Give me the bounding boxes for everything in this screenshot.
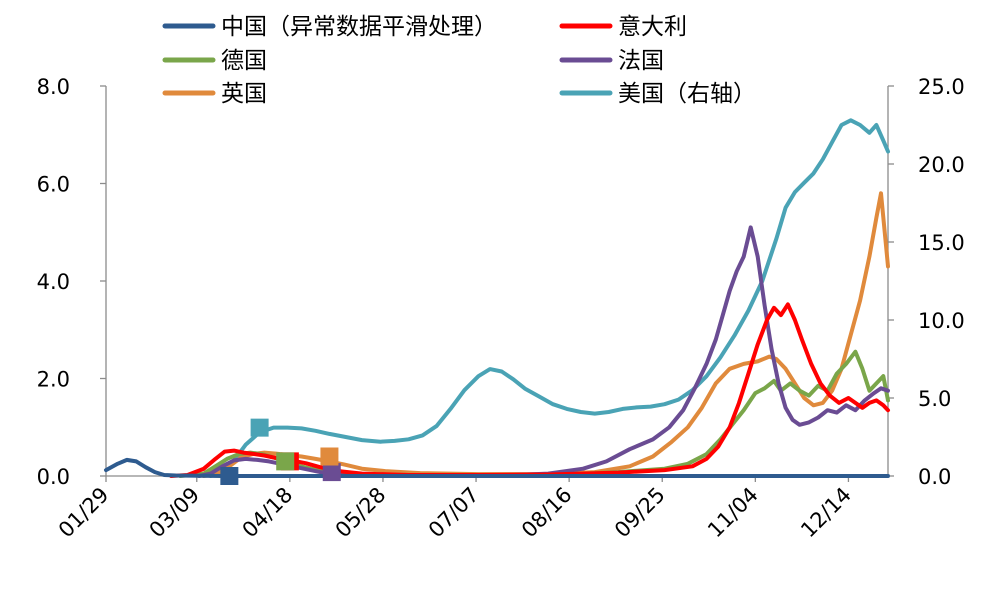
y-left-tick-label: 4.0 xyxy=(37,270,70,294)
legend-label-uk: 英国 xyxy=(221,81,267,107)
series-line-uk xyxy=(201,191,890,478)
x-tick-label: 03/09 xyxy=(145,483,205,543)
marker-china xyxy=(220,467,239,485)
x-tick-label: 12/14 xyxy=(796,483,856,543)
x-tick-label: 01/29 xyxy=(54,483,114,543)
y-right-tick-label: 0.0 xyxy=(918,465,951,489)
y-left-tick-label: 0.0 xyxy=(37,465,70,489)
x-tick-label: 11/04 xyxy=(703,483,763,543)
series-group xyxy=(104,118,890,478)
legend-label-france: 法国 xyxy=(618,48,664,74)
series-line-usa xyxy=(208,118,890,478)
x-tick-label: 09/25 xyxy=(610,483,670,543)
marker-france xyxy=(322,463,341,482)
y-right-tick-label: 15.0 xyxy=(918,231,965,255)
y-left-tick-label: 6.0 xyxy=(37,173,70,197)
y-right-tick-label: 25.0 xyxy=(918,75,965,99)
legend-label-china: 中国（异常数据平滑处理） xyxy=(221,14,497,40)
x-tick-label: 05/28 xyxy=(331,483,391,543)
markers-group xyxy=(220,418,341,485)
series-line-china xyxy=(104,457,890,478)
legend-label-italy: 意大利 xyxy=(618,14,687,40)
marker-uk xyxy=(320,447,339,466)
y-right-tick-label: 20.0 xyxy=(918,153,965,177)
y-right-tick-label: 5.0 xyxy=(918,387,951,411)
legend-label-germany: 德国 xyxy=(221,48,267,74)
y-left-tick-label: 8.0 xyxy=(37,75,70,99)
series-line-italy xyxy=(169,302,890,478)
y-left-tick-label: 2.0 xyxy=(37,368,70,392)
x-tick-label: 04/18 xyxy=(238,483,298,543)
marker-usa xyxy=(250,418,269,437)
x-tick-label: 08/16 xyxy=(517,483,577,543)
legend-label-usa: 美国（右轴） xyxy=(618,81,756,107)
x-tick-label: 07/07 xyxy=(424,483,484,543)
marker-germany xyxy=(276,452,295,471)
y-right-tick-label: 10.0 xyxy=(918,309,965,333)
series-line-france xyxy=(197,225,890,478)
